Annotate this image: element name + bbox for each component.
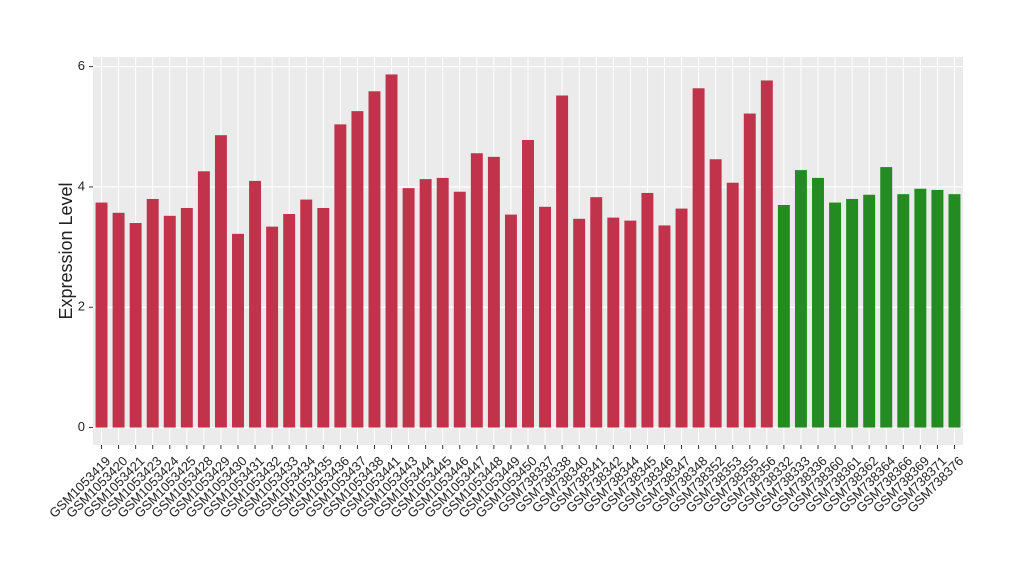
bar <box>197 171 210 428</box>
bar <box>300 199 313 428</box>
bar <box>675 208 688 428</box>
bar <box>897 194 910 428</box>
bar <box>129 223 142 428</box>
bar <box>641 192 654 428</box>
bar <box>419 179 432 428</box>
bar <box>402 188 415 428</box>
bar <box>504 214 517 428</box>
y-axis-title: Expression Level <box>56 182 76 319</box>
bar <box>522 140 534 428</box>
bar <box>436 177 449 428</box>
bar <box>760 80 773 428</box>
bar <box>214 135 227 428</box>
bar <box>777 204 790 428</box>
bar <box>726 182 739 428</box>
bar <box>232 233 244 428</box>
bar <box>812 177 824 428</box>
bar <box>266 226 279 428</box>
bar <box>539 206 552 428</box>
y-tick-label: 4 <box>78 178 85 193</box>
bar <box>351 111 364 428</box>
bar <box>385 74 398 428</box>
bar <box>846 198 859 428</box>
bar <box>692 88 705 428</box>
bar <box>829 202 842 428</box>
bar <box>931 189 944 428</box>
bar <box>880 167 893 428</box>
bar <box>607 217 620 428</box>
bar <box>573 218 586 428</box>
bar <box>453 191 466 428</box>
bar <box>283 214 296 428</box>
bar <box>180 207 193 428</box>
bar <box>948 194 961 428</box>
y-tick-label: 6 <box>78 58 85 73</box>
bar <box>658 225 671 428</box>
bar <box>556 95 569 428</box>
bar <box>487 156 500 428</box>
bar <box>112 212 125 428</box>
bar <box>317 207 330 428</box>
y-tick-label: 2 <box>78 299 85 314</box>
y-tick-label: 0 <box>78 419 85 434</box>
bar <box>709 159 722 428</box>
bar <box>914 188 927 428</box>
bar <box>95 202 108 428</box>
bar <box>163 215 176 428</box>
bar <box>368 91 381 428</box>
bar <box>470 153 483 428</box>
bar <box>590 197 603 428</box>
bar <box>794 170 807 428</box>
bar <box>863 194 876 428</box>
bar <box>624 220 637 428</box>
bar <box>146 198 159 428</box>
bar <box>334 124 347 428</box>
bar <box>249 180 262 428</box>
bar <box>743 113 756 428</box>
